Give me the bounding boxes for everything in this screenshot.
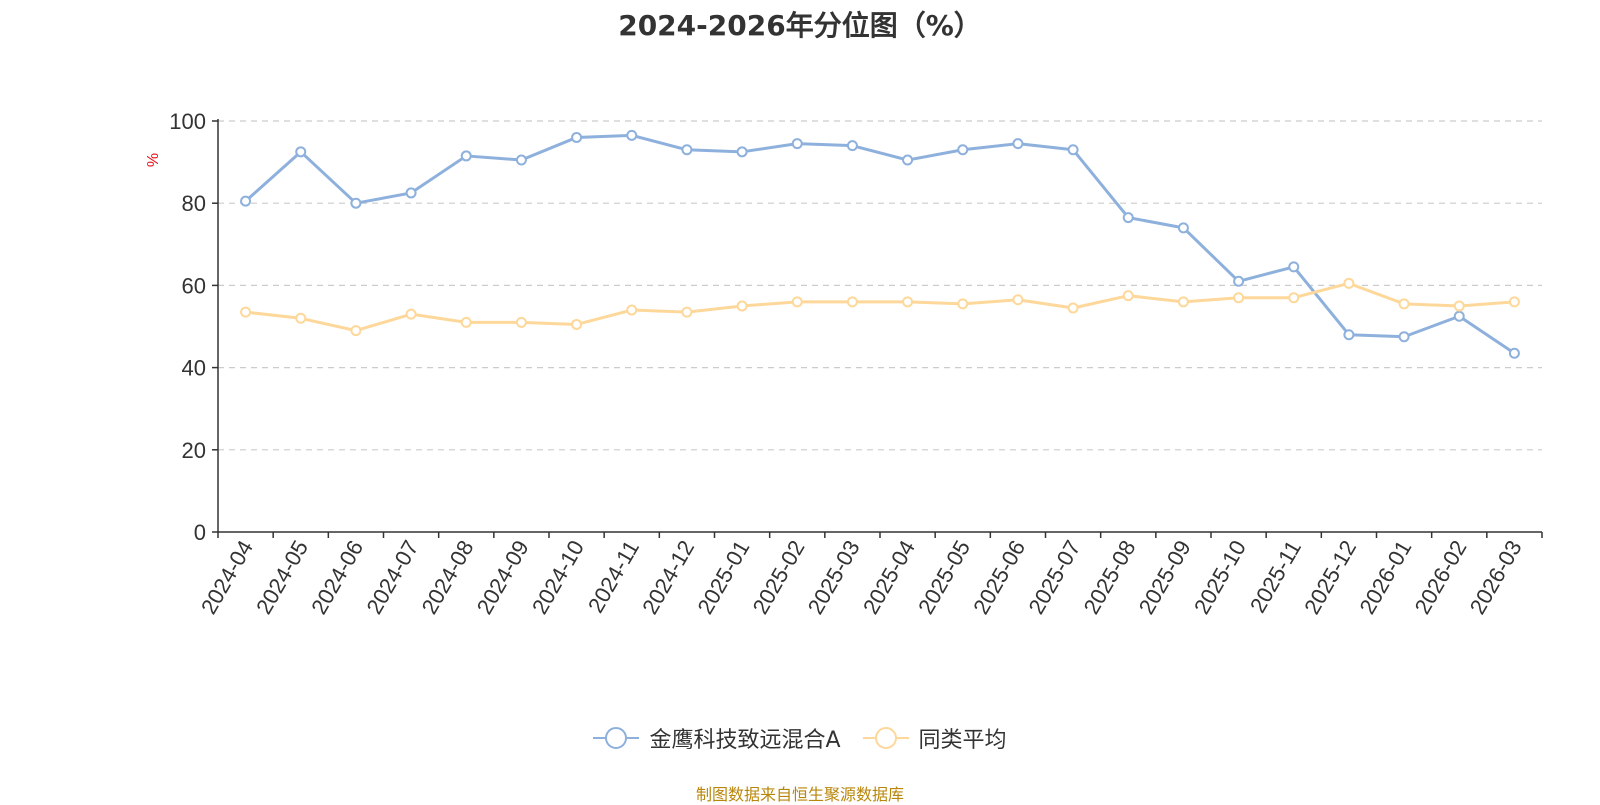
x-tick-label: 2025-04 xyxy=(858,536,920,618)
x-tick-label: 2025-09 xyxy=(1134,536,1196,618)
x-tick-label: 2025-10 xyxy=(1189,536,1251,618)
data-point xyxy=(736,146,748,158)
data-point xyxy=(240,195,252,207)
data-point xyxy=(791,296,803,308)
data-point xyxy=(846,296,858,308)
data-point xyxy=(240,306,252,318)
x-tick-label: 2024-10 xyxy=(527,536,589,618)
x-tick-label: 2025-01 xyxy=(692,536,754,618)
data-point xyxy=(1508,296,1520,308)
x-tick-label: 2024-09 xyxy=(472,536,534,618)
data-point xyxy=(1012,294,1024,306)
x-tick-label: 2024-11 xyxy=(583,536,644,617)
data-point xyxy=(1067,144,1079,156)
chart-title: 2024-2026年分位图（%） xyxy=(618,9,982,42)
data-point xyxy=(1343,277,1355,289)
x-tick-label: 2026-02 xyxy=(1410,536,1472,618)
data-point xyxy=(1398,298,1410,310)
x-tick-label: 2024-12 xyxy=(637,536,699,618)
data-point xyxy=(350,325,362,337)
x-tick-label: 2025-06 xyxy=(968,536,1030,618)
data-point xyxy=(515,316,527,328)
data-point xyxy=(1453,300,1465,312)
data-point xyxy=(1398,331,1410,343)
data-point xyxy=(350,197,362,209)
legend-swatch xyxy=(862,727,909,749)
data-point xyxy=(681,144,693,156)
x-tick-label: 2026-03 xyxy=(1465,536,1527,618)
x-tick-label: 2024-05 xyxy=(251,536,313,618)
data-point xyxy=(1177,222,1189,234)
y-tick-label: 60 xyxy=(182,273,206,298)
data-point xyxy=(571,131,583,143)
series-line-1 xyxy=(244,133,1516,355)
legend-item-2[interactable]: 同类平均 xyxy=(862,722,1007,754)
data-point xyxy=(736,300,748,312)
x-tick-label: 2024-07 xyxy=(361,536,423,618)
legend: 金鹰科技致远混合A 同类平均 xyxy=(0,722,1600,754)
x-tick-label: 2024-08 xyxy=(417,536,479,618)
x-tick-label: 2025-11 xyxy=(1245,536,1306,617)
legend-label: 金鹰科技致远混合A xyxy=(649,728,841,753)
data-point xyxy=(1453,310,1465,322)
data-point xyxy=(1288,292,1300,304)
data-point xyxy=(405,187,417,199)
data-point xyxy=(626,129,638,141)
data-point xyxy=(791,138,803,150)
data-point xyxy=(405,308,417,320)
legend-swatch xyxy=(593,727,640,749)
data-point xyxy=(295,312,307,324)
gridlines xyxy=(218,120,1542,451)
data-point xyxy=(460,150,472,162)
x-tick-label: 2025-12 xyxy=(1299,536,1361,618)
y-tick-label: 100 xyxy=(169,109,206,134)
data-point xyxy=(1233,292,1245,304)
x-tick-label: 2025-08 xyxy=(1079,536,1141,618)
data-point xyxy=(515,154,527,166)
data-point xyxy=(295,146,307,158)
data-point xyxy=(1508,347,1520,359)
data-point xyxy=(1122,212,1134,224)
x-tick-label: 2025-07 xyxy=(1023,536,1085,618)
data-point xyxy=(1288,261,1300,273)
y-tick-label: 80 xyxy=(182,191,206,216)
data-point xyxy=(1343,329,1355,341)
legend-swatch-marker xyxy=(874,727,897,749)
data-point xyxy=(902,296,914,308)
data-point xyxy=(1177,296,1189,308)
legend-item-1[interactable]: 金鹰科技致远混合A xyxy=(593,722,841,754)
source-note: 制图数据来自恒生聚源数据库 xyxy=(695,785,904,804)
legend-swatch-marker xyxy=(605,727,628,749)
y-tick-label: 20 xyxy=(182,438,206,463)
x-tick-label: 2025-03 xyxy=(803,536,865,618)
x-tick-label: 2024-06 xyxy=(306,536,368,618)
data-point xyxy=(460,316,472,328)
data-point xyxy=(1122,290,1134,302)
series-lines xyxy=(240,129,1520,359)
y-tick-label: 0 xyxy=(194,520,206,545)
x-tick-label: 2026-01 xyxy=(1354,536,1416,618)
data-point xyxy=(626,304,638,316)
axes: 0 20 40 60 80 100 2024-042024-052024-062024-07… xyxy=(169,109,1543,618)
data-point xyxy=(957,298,969,310)
data-point xyxy=(681,306,693,318)
data-point xyxy=(1233,275,1245,287)
y-tick-label: 40 xyxy=(182,356,206,381)
data-point xyxy=(1067,302,1079,314)
x-tick-label: 2025-02 xyxy=(748,536,810,618)
data-point xyxy=(1012,138,1024,150)
data-point xyxy=(846,140,858,152)
y-axis-label: % xyxy=(145,153,162,167)
series-line-2 xyxy=(245,281,1515,333)
legend-label: 同类平均 xyxy=(918,728,1007,753)
data-point xyxy=(571,318,583,330)
data-point xyxy=(902,154,914,166)
x-tick-label: 2024-04 xyxy=(196,536,258,618)
data-point xyxy=(957,144,969,156)
x-tick-label: 2025-05 xyxy=(913,536,975,618)
